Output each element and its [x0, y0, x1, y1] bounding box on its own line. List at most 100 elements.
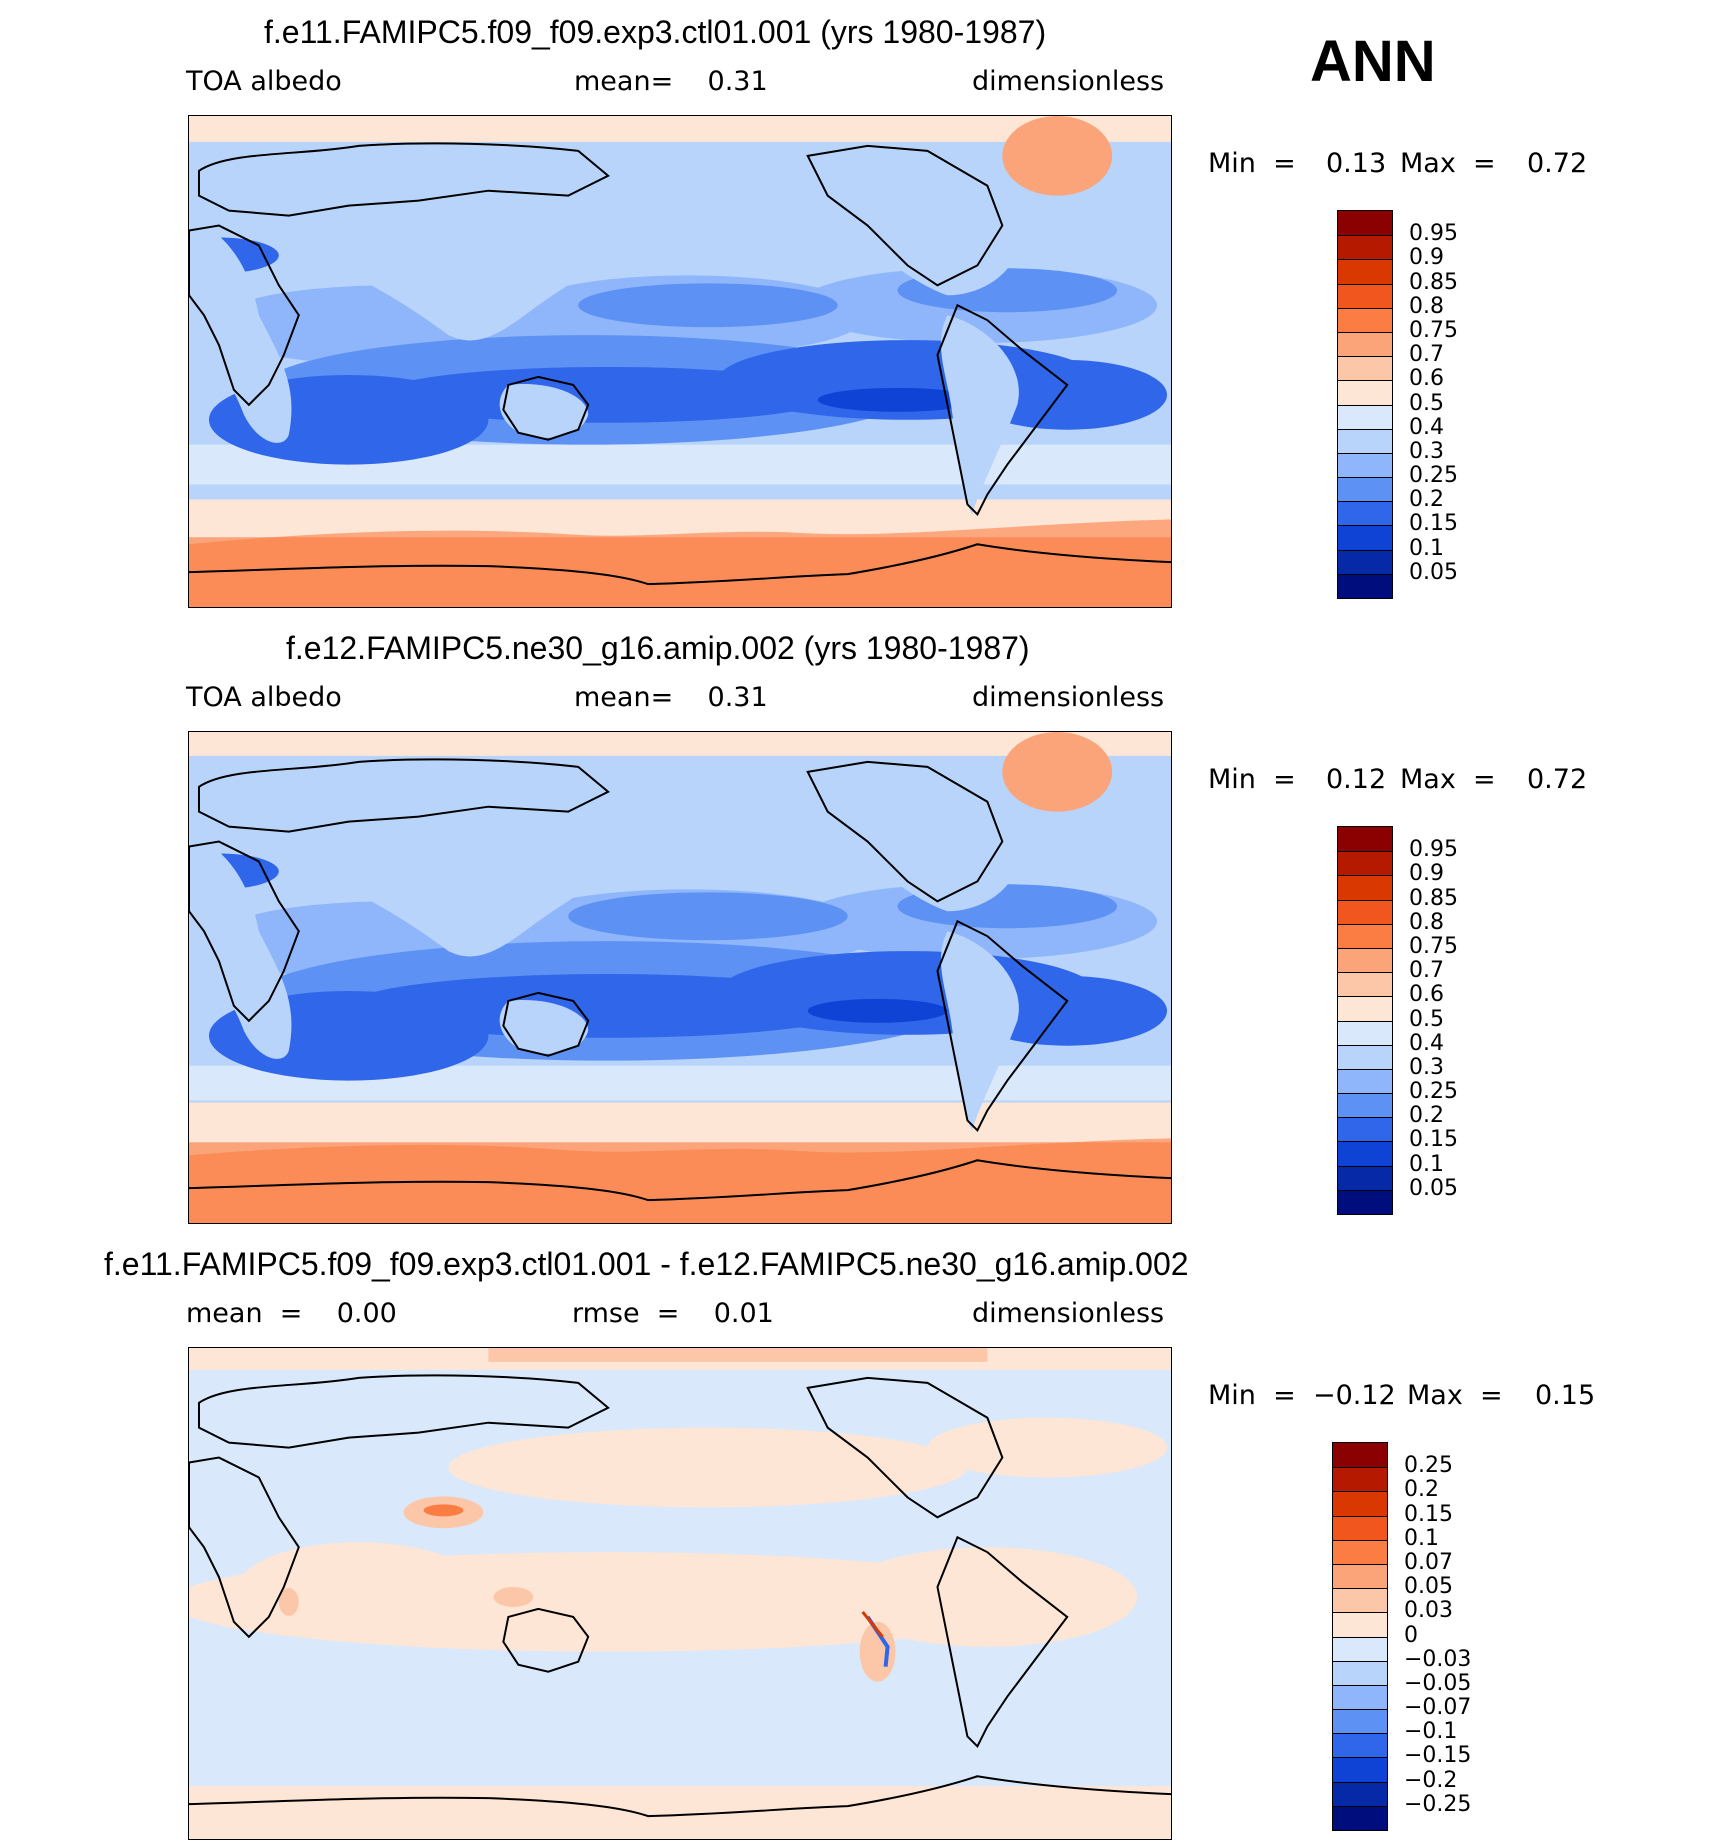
colorbar-swatch	[1338, 1020, 1392, 1045]
colorbar-swatch	[1338, 356, 1392, 381]
panel1-title: f.e11.FAMIPC5.f09_f09.exp3.ctl01.001 (yr…	[264, 14, 1047, 50]
colorbar-tick-label: 0.8	[1409, 293, 1444, 319]
panel1-map	[188, 115, 1172, 608]
season-label: ANN	[1310, 29, 1436, 94]
colorbar-tick-label: 0.9	[1409, 861, 1444, 887]
colorbar-tick-label: 0.1	[1409, 535, 1444, 561]
colorbar-swatch	[1338, 525, 1392, 550]
colorbar-tick-label: 0.75	[1409, 933, 1458, 959]
colorbar-tick-label: −0.15	[1404, 1743, 1472, 1769]
colorbar-tick-label: 0.95	[1409, 837, 1458, 863]
colorbar-swatch	[1338, 899, 1392, 924]
colorbar-swatch	[1333, 1515, 1387, 1540]
colorbar-tick-label: 0.03	[1404, 1598, 1453, 1624]
colorbar-tick-label: 0.8	[1409, 909, 1444, 935]
colorbar-tick-label: 0.3	[1409, 1054, 1444, 1080]
panel1-max-value: 0.72	[1527, 148, 1588, 179]
colorbar-swatch	[1338, 1093, 1392, 1118]
colorbar-swatch	[1338, 380, 1392, 405]
colorbar-tick-label: 0.3	[1409, 438, 1444, 464]
panel3-max-value: 0.15	[1535, 1380, 1596, 1411]
colorbar-swatch	[1338, 851, 1392, 876]
panel2-variable-label: TOA albedo	[186, 682, 342, 713]
colorbar-tick-label: 0.1	[1404, 1525, 1439, 1551]
panel3-colorbar	[1332, 1442, 1388, 1831]
colorbar-swatch	[1338, 947, 1392, 973]
colorbar-swatch	[1338, 1068, 1392, 1094]
colorbar-swatch	[1338, 827, 1392, 852]
colorbar-swatch	[1338, 1141, 1392, 1166]
colorbar-tick-label: 0.75	[1409, 317, 1458, 343]
colorbar-swatch	[1333, 1757, 1387, 1782]
panel1-colorbar	[1337, 210, 1393, 599]
colorbar-tick-label: 0.15	[1404, 1501, 1453, 1527]
colorbar-tick-label: 0.1	[1409, 1151, 1444, 1177]
colorbar-swatch	[1333, 1781, 1387, 1806]
colorbar-swatch	[1333, 1443, 1387, 1468]
panel2-mean-label: mean= 0.31	[574, 682, 768, 713]
colorbar-swatch	[1338, 235, 1392, 260]
colorbar-tick-label: 0.4	[1409, 414, 1444, 440]
colorbar-swatch	[1333, 1660, 1387, 1685]
panel2-units-label: dimensionless	[972, 682, 1165, 713]
panel1-units-label: dimensionless	[972, 66, 1165, 97]
colorbar-tick-label: −0.2	[1404, 1767, 1458, 1793]
colorbar-tick-label: 0.2	[1404, 1477, 1439, 1503]
colorbar-tick-label: −0.07	[1404, 1695, 1472, 1721]
panel3-rmse-label: rmse = 0.01	[572, 1298, 774, 1329]
colorbar-tick-label: 0.25	[1404, 1453, 1453, 1479]
panel3-min-value: −0.12	[1313, 1380, 1396, 1411]
colorbar-swatch	[1338, 1044, 1392, 1069]
colorbar-swatch	[1338, 573, 1392, 598]
panel1-min-value: 0.13	[1326, 148, 1387, 179]
colorbar-tick-label: −0.03	[1404, 1646, 1472, 1672]
colorbar-swatch	[1333, 1539, 1387, 1564]
colorbar-tick-label: 0.25	[1409, 1079, 1458, 1105]
colorbar-swatch	[1338, 428, 1392, 453]
colorbar-tick-label: 0.6	[1409, 982, 1444, 1008]
colorbar-swatch	[1333, 1805, 1387, 1830]
colorbar-tick-label: 0.95	[1409, 221, 1458, 247]
panel3-max-label: Max =	[1407, 1380, 1503, 1411]
colorbar-tick-label: 0.2	[1409, 487, 1444, 513]
colorbar-swatch	[1333, 1491, 1387, 1516]
colorbar-swatch	[1338, 996, 1392, 1021]
colorbar-tick-label: 0	[1404, 1622, 1418, 1648]
panel2-max-value: 0.72	[1527, 764, 1588, 795]
colorbar-swatch	[1338, 549, 1392, 574]
panel2-max-label: Max =	[1400, 764, 1496, 795]
colorbar-tick-label: −0.25	[1404, 1791, 1472, 1817]
colorbar-swatch	[1338, 283, 1392, 308]
colorbar-swatch	[1333, 1684, 1387, 1710]
colorbar-tick-label: 0.5	[1409, 390, 1444, 416]
colorbar-swatch	[1333, 1467, 1387, 1492]
colorbar-swatch	[1338, 331, 1392, 357]
colorbar-tick-label: 0.6	[1409, 366, 1444, 392]
colorbar-swatch	[1338, 501, 1392, 526]
colorbar-swatch	[1333, 1563, 1387, 1589]
colorbar-swatch	[1338, 1117, 1392, 1142]
panel1-variable-label: TOA albedo	[186, 66, 342, 97]
colorbar-swatch	[1338, 259, 1392, 284]
panel3-map	[188, 1347, 1172, 1840]
panel2-map	[188, 731, 1172, 1224]
colorbar-tick-label: −0.05	[1404, 1670, 1472, 1696]
panel3-title: f.e11.FAMIPC5.f09_f09.exp3.ctl01.001 - f…	[104, 1246, 1189, 1282]
colorbar-tick-label: 0.15	[1409, 1127, 1458, 1153]
panel2-colorbar	[1337, 826, 1393, 1215]
colorbar-tick-label: 0.05	[1409, 1175, 1458, 1201]
colorbar-swatch	[1338, 875, 1392, 900]
colorbar-swatch	[1338, 404, 1392, 429]
colorbar-tick-label: 0.2	[1409, 1103, 1444, 1129]
panel1-min-label: Min =	[1208, 148, 1296, 179]
colorbar-tick-label: 0.07	[1404, 1549, 1453, 1575]
colorbar-swatch	[1338, 477, 1392, 502]
colorbar-tick-label: 0.7	[1409, 958, 1444, 984]
colorbar-tick-label: 0.4	[1409, 1030, 1444, 1056]
colorbar-swatch	[1333, 1709, 1387, 1734]
colorbar-swatch	[1333, 1636, 1387, 1661]
colorbar-tick-label: 0.7	[1409, 342, 1444, 368]
panel2-title: f.e12.FAMIPC5.ne30_g16.amip.002 (yrs 198…	[286, 630, 1030, 666]
colorbar-tick-label: 0.15	[1409, 511, 1458, 537]
colorbar-swatch	[1338, 1165, 1392, 1190]
